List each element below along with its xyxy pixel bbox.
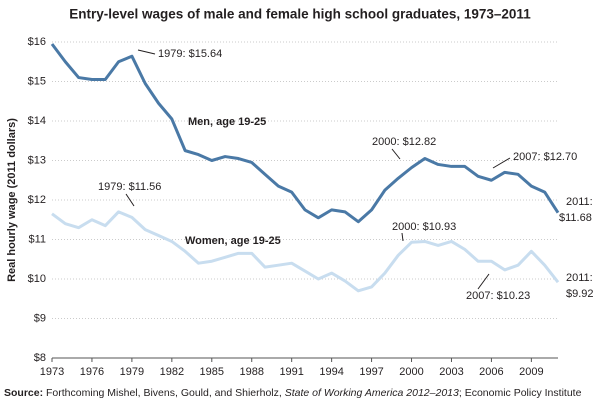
arrow — [401, 232, 404, 242]
y-tick-label: $10 — [28, 273, 46, 285]
y-tick-label: $8 — [34, 352, 46, 364]
source: Source: Forthcoming Mishel, Bivens, Goul… — [4, 387, 581, 399]
x-tick-label: 1985 — [200, 366, 224, 378]
annotation: 2011: — [566, 272, 593, 284]
source-label: Source: — [4, 387, 44, 399]
x-tick-label: 1982 — [160, 366, 184, 378]
x-tick-label: 2009 — [519, 366, 543, 378]
chart: Entry-level wages of male and female hig… — [6, 7, 594, 378]
annotation: 1979: $11.56 — [98, 181, 161, 193]
y-tick-label: $11 — [28, 233, 46, 245]
series-line — [51, 210, 560, 293]
x-tick-label: 2003 — [439, 366, 463, 378]
x-tick-label: 1973 — [40, 366, 64, 378]
y-tick-label: $14 — [28, 115, 46, 127]
arrow — [492, 157, 511, 169]
annotation: 2000: $10.93 — [392, 221, 456, 233]
y-tick-label: $9 — [34, 312, 46, 324]
series-label: Women, age 19-25 — [185, 235, 281, 247]
y-tick-label: $15 — [28, 75, 46, 87]
annotation: $11.68 — [559, 212, 592, 224]
annotations: 1979: $15.64 Men, age 19-25 1979: $11.56… — [98, 48, 594, 302]
x-tick-label: 1991 — [279, 366, 303, 378]
x-tick-label: 2000 — [399, 366, 423, 378]
annotation: 2007: $10.23 — [466, 290, 530, 302]
annotation: $9.92 — [566, 288, 594, 300]
series-label: Men, age 19-25 — [188, 116, 266, 128]
annotation: 2011: — [566, 196, 593, 208]
chart-title: Entry-level wages of male and female hig… — [69, 7, 531, 22]
annotation: 1979: $15.64 — [158, 48, 222, 60]
arrow — [477, 273, 490, 290]
x-tick-label: 1997 — [359, 366, 383, 378]
y-axis-label: Real hourly wage (2011 dollars) — [6, 118, 18, 282]
source-text: ; Economic Policy Institute — [458, 387, 582, 399]
annotation: 2007: $12.70 — [513, 151, 577, 163]
arrow — [391, 148, 401, 160]
source-text: Forthcoming Mishel, Bivens, Gould, and S… — [46, 387, 285, 399]
y-tick-label: $16 — [28, 36, 46, 48]
y-tick-label: $13 — [28, 154, 46, 166]
x-tick-label: 1979 — [120, 366, 144, 378]
x-tick-label: 1976 — [80, 366, 104, 378]
x-tick-label: 1988 — [239, 366, 263, 378]
x-tick-label: 2006 — [479, 366, 503, 378]
grid: $8 $9 $10 $11 $12 $13 $14 $15 $16 1973 1976 1979 198… — [28, 36, 558, 378]
series-line — [50, 43, 560, 224]
series-lines — [50, 43, 560, 293]
arrow — [137, 49, 156, 55]
arrow — [125, 193, 135, 207]
source-title: State of Working America 2012–2013 — [284, 387, 459, 399]
x-tick-label: 1994 — [319, 366, 343, 378]
annotation: 2000: $12.82 — [372, 136, 436, 148]
y-tick-label: $12 — [28, 194, 46, 206]
